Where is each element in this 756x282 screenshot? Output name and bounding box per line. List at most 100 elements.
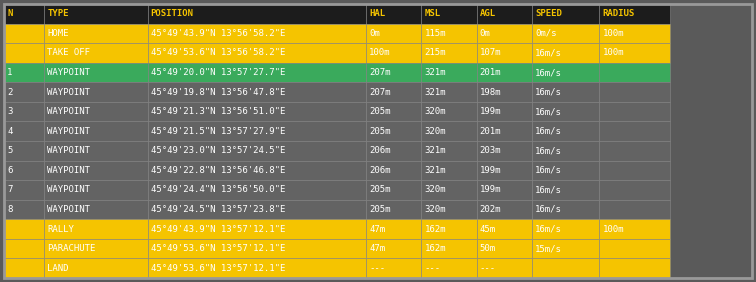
Text: 206m: 206m xyxy=(369,166,391,175)
Text: 45°49'19.8"N 13°56'47.8"E: 45°49'19.8"N 13°56'47.8"E xyxy=(150,88,285,96)
Text: 100m: 100m xyxy=(603,29,624,38)
Bar xyxy=(600,122,671,141)
Bar xyxy=(4,122,45,141)
Text: 7: 7 xyxy=(7,186,12,194)
Bar xyxy=(600,239,671,258)
Text: 16m/s: 16m/s xyxy=(535,68,562,77)
Text: TAKE OFF: TAKE OFF xyxy=(48,49,91,58)
Bar xyxy=(4,200,45,219)
Bar xyxy=(45,63,147,82)
Bar xyxy=(4,239,45,258)
Text: 100m: 100m xyxy=(369,49,391,58)
Bar xyxy=(147,102,366,122)
Bar xyxy=(600,180,671,200)
Bar xyxy=(421,63,477,82)
Text: 320m: 320m xyxy=(424,107,446,116)
Text: 205m: 205m xyxy=(369,127,391,136)
Bar xyxy=(4,102,45,122)
Bar xyxy=(532,239,600,258)
Bar xyxy=(477,4,532,24)
Bar xyxy=(421,122,477,141)
Text: 198m: 198m xyxy=(480,88,501,96)
Bar xyxy=(421,239,477,258)
Text: 205m: 205m xyxy=(369,186,391,194)
Bar xyxy=(45,160,147,180)
Text: 199m: 199m xyxy=(480,186,501,194)
Bar xyxy=(366,200,421,219)
Text: MSL: MSL xyxy=(424,9,441,18)
Bar xyxy=(366,102,421,122)
Text: 45°49'53.6"N 13°57'12.1"E: 45°49'53.6"N 13°57'12.1"E xyxy=(150,244,285,253)
Bar xyxy=(600,43,671,63)
Text: 45°49'24.5"N 13°57'23.8"E: 45°49'24.5"N 13°57'23.8"E xyxy=(150,205,285,214)
Text: 45°49'21.3"N 13°56'51.0"E: 45°49'21.3"N 13°56'51.0"E xyxy=(150,107,285,116)
Bar xyxy=(147,219,366,239)
Bar xyxy=(421,82,477,102)
Bar xyxy=(477,63,532,82)
Bar xyxy=(477,160,532,180)
Text: 0m: 0m xyxy=(369,29,380,38)
Bar xyxy=(45,219,147,239)
Bar xyxy=(477,180,532,200)
Text: 107m: 107m xyxy=(480,49,501,58)
Bar xyxy=(477,219,532,239)
Bar xyxy=(366,180,421,200)
Text: WAYPOINT: WAYPOINT xyxy=(48,186,91,194)
Bar xyxy=(421,200,477,219)
Text: 321m: 321m xyxy=(424,146,446,155)
Bar xyxy=(366,219,421,239)
Bar xyxy=(147,24,366,43)
Bar xyxy=(600,141,671,160)
Text: WAYPOINT: WAYPOINT xyxy=(48,127,91,136)
Bar xyxy=(45,180,147,200)
Text: 47m: 47m xyxy=(369,224,385,233)
Bar xyxy=(600,4,671,24)
Text: 321m: 321m xyxy=(424,166,446,175)
Bar xyxy=(366,24,421,43)
Text: 45°49'22.8"N 13°56'46.8"E: 45°49'22.8"N 13°56'46.8"E xyxy=(150,166,285,175)
Text: 45°49'23.0"N 13°57'24.5"E: 45°49'23.0"N 13°57'24.5"E xyxy=(150,146,285,155)
Text: 115m: 115m xyxy=(424,29,446,38)
Text: 16m/s: 16m/s xyxy=(535,186,562,194)
Bar xyxy=(366,160,421,180)
Bar xyxy=(366,141,421,160)
Text: ---: --- xyxy=(369,264,385,273)
Bar xyxy=(532,102,600,122)
Text: WAYPOINT: WAYPOINT xyxy=(48,107,91,116)
Bar xyxy=(147,258,366,278)
Text: 199m: 199m xyxy=(480,166,501,175)
Bar xyxy=(421,141,477,160)
Text: 50m: 50m xyxy=(480,244,496,253)
Text: POSITION: POSITION xyxy=(150,9,194,18)
Bar xyxy=(477,82,532,102)
Text: N: N xyxy=(7,9,12,18)
Bar xyxy=(147,4,366,24)
Bar xyxy=(366,4,421,24)
Bar xyxy=(600,102,671,122)
Bar xyxy=(45,122,147,141)
Text: 215m: 215m xyxy=(424,49,446,58)
Bar xyxy=(4,4,45,24)
Text: 5: 5 xyxy=(7,146,12,155)
Bar xyxy=(4,63,45,82)
Bar xyxy=(147,63,366,82)
Text: LAND: LAND xyxy=(48,264,69,273)
Text: HOME: HOME xyxy=(48,29,69,38)
Text: 100m: 100m xyxy=(603,224,624,233)
Bar xyxy=(421,180,477,200)
Text: 16m/s: 16m/s xyxy=(535,224,562,233)
Bar xyxy=(532,122,600,141)
Text: 205m: 205m xyxy=(369,205,391,214)
Bar xyxy=(600,63,671,82)
Bar xyxy=(4,24,45,43)
Text: 0m/s: 0m/s xyxy=(535,29,556,38)
Bar xyxy=(532,4,600,24)
Text: 15m/s: 15m/s xyxy=(535,244,562,253)
Text: 320m: 320m xyxy=(424,205,446,214)
Bar xyxy=(532,63,600,82)
Text: 202m: 202m xyxy=(480,205,501,214)
Text: WAYPOINT: WAYPOINT xyxy=(48,88,91,96)
Text: 3: 3 xyxy=(7,107,12,116)
Text: WAYPOINT: WAYPOINT xyxy=(48,205,91,214)
Text: ---: --- xyxy=(480,264,496,273)
